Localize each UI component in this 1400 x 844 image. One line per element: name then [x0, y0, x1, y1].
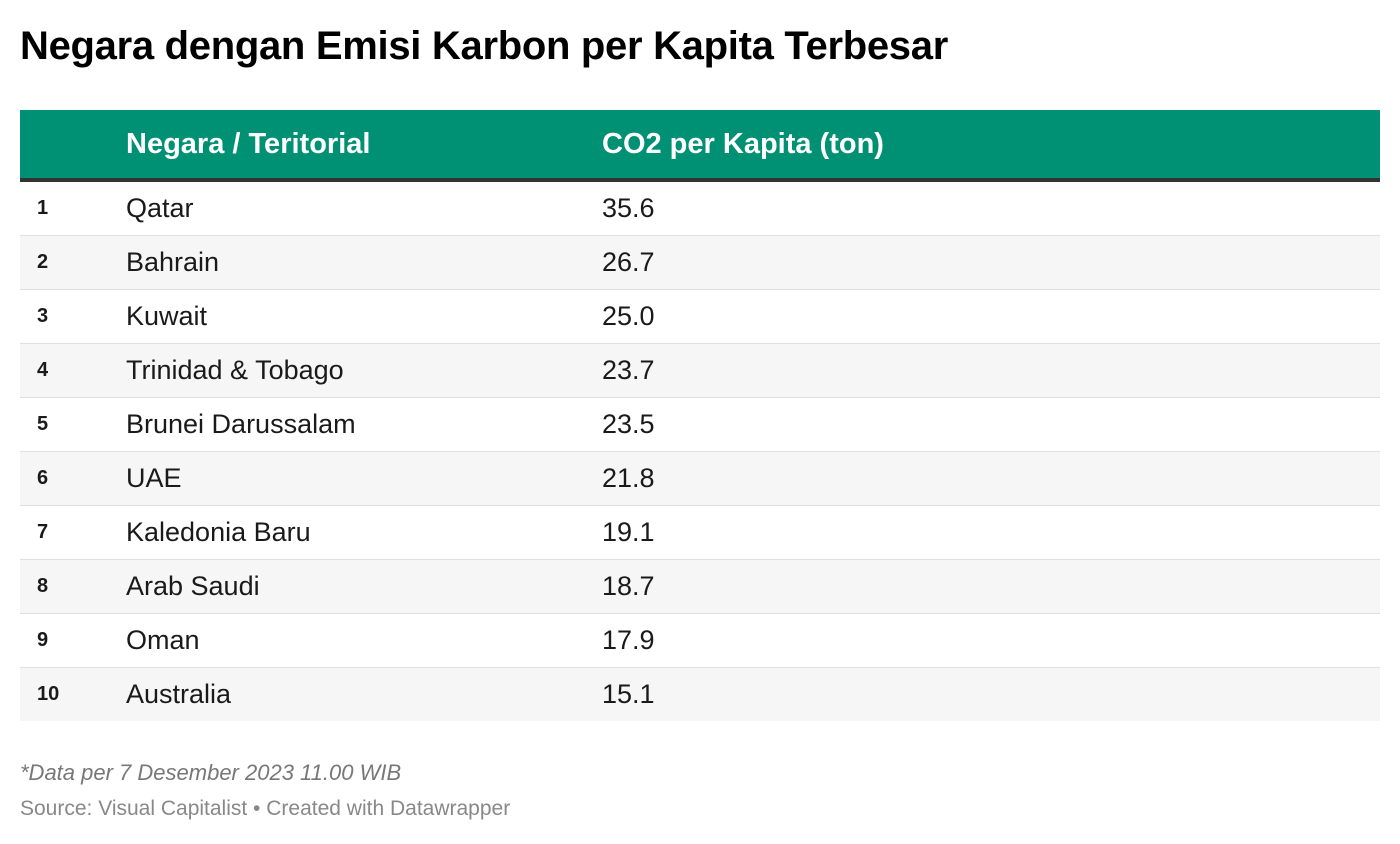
value-cell: 26.7	[602, 247, 655, 277]
header-country: Negara / Teritorial	[126, 127, 371, 160]
table-row: 7 Kaledonia Baru 19.1	[20, 506, 1380, 560]
country-cell: Bahrain	[126, 247, 220, 277]
table-row: 3 Kuwait 25.0	[20, 290, 1380, 344]
country-cell: Oman	[126, 625, 200, 655]
rank-cell: 9	[37, 629, 49, 651]
value-cell: 15.1	[602, 679, 655, 709]
country-cell: Trinidad & Tobago	[126, 355, 344, 385]
rank-cell: 2	[37, 251, 49, 273]
country-cell: Kuwait	[126, 301, 208, 331]
country-cell: Australia	[126, 679, 232, 709]
country-cell: Kaledonia Baru	[126, 517, 311, 547]
rank-cell: 5	[37, 413, 49, 435]
country-cell: Qatar	[126, 193, 194, 223]
table-row: 5 Brunei Darussalam 23.5	[20, 398, 1380, 452]
rank-cell: 3	[37, 305, 49, 327]
country-cell: Brunei Darussalam	[126, 409, 356, 439]
value-cell: 23.5	[602, 409, 655, 439]
rank-cell: 8	[37, 575, 49, 597]
table-row: 9 Oman 17.9	[20, 614, 1380, 668]
value-cell: 21.8	[602, 463, 655, 493]
rank-cell: 6	[37, 467, 49, 489]
table-row: 10 Australia 15.1	[20, 668, 1380, 721]
table-header: Negara / Teritorial CO2 per Kapita (ton)	[20, 110, 1380, 182]
page-title: Negara dengan Emisi Karbon per Kapita Te…	[20, 24, 948, 68]
value-cell: 35.6	[602, 193, 655, 223]
value-cell: 18.7	[602, 571, 655, 601]
source-credit: Source: Visual Capitalist • Created with…	[20, 797, 511, 820]
value-cell: 25.0	[602, 301, 655, 331]
table-row: 1 Qatar 35.6	[20, 182, 1380, 236]
value-cell: 19.1	[602, 517, 655, 547]
rank-cell: 7	[37, 521, 49, 543]
value-cell: 17.9	[602, 625, 655, 655]
rank-cell: 10	[37, 683, 60, 705]
footnote: *Data per 7 Desember 2023 11.00 WIB	[20, 760, 402, 785]
table-row: 4 Trinidad & Tobago 23.7	[20, 344, 1380, 398]
country-cell: UAE	[126, 463, 182, 493]
table-row: 2 Bahrain 26.7	[20, 236, 1380, 290]
table-row: 6 UAE 21.8	[20, 452, 1380, 506]
country-cell: Arab Saudi	[126, 571, 260, 601]
header-value: CO2 per Kapita (ton)	[602, 127, 884, 160]
table-body: 1 Qatar 35.6 2 Bahrain 26.7 3 Kuwait 25.0 4 Trinid…	[20, 182, 1380, 721]
rank-cell: 4	[37, 359, 49, 381]
value-cell: 23.7	[602, 355, 655, 385]
data-table: Negara / Teritorial CO2 per Kapita (ton)…	[20, 110, 1380, 721]
rank-cell: 1	[37, 197, 49, 219]
table-row: 8 Arab Saudi 18.7	[20, 560, 1380, 614]
